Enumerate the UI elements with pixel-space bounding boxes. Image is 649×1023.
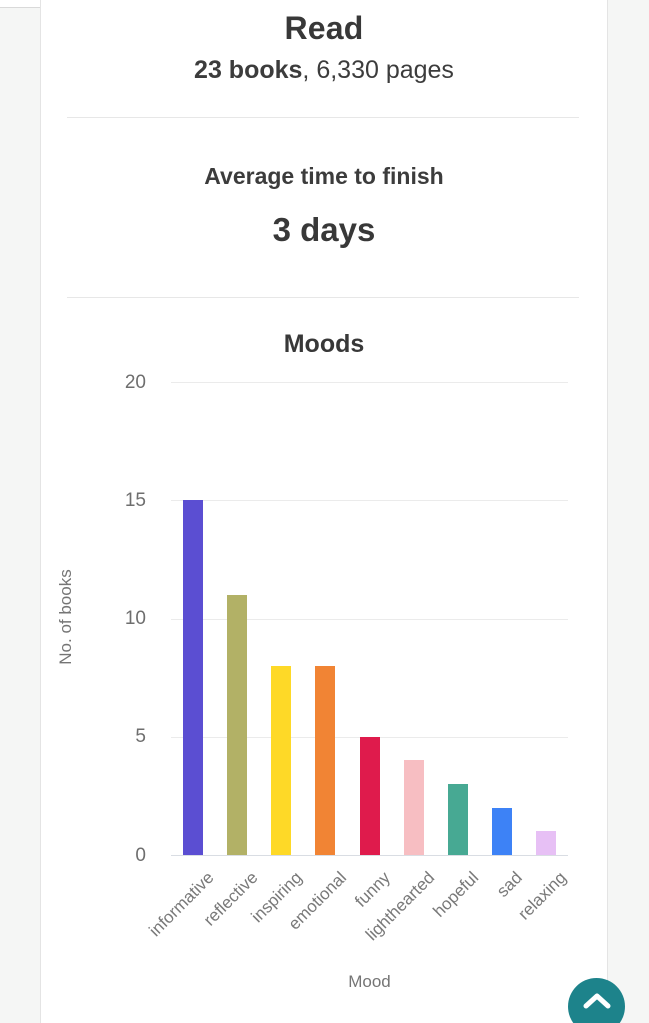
scroll-to-top-button[interactable] — [568, 978, 625, 1023]
average-time-value: 3 days — [272, 211, 376, 248]
gridline-20 — [171, 382, 568, 383]
moods-chart-title: Moods — [283, 330, 365, 358]
y-tick-label: 20 — [124, 371, 146, 393]
gridline-10 — [171, 618, 568, 620]
bar-inspiring[interactable] — [271, 665, 292, 855]
moods-chart: No. of books 0 5 10 15 20 informative reflecti… — [41, 362, 609, 1022]
y-tick-label: 15 — [124, 489, 146, 511]
y-tick-label: 0 — [135, 844, 146, 866]
books-pages-summary: 23 books, 6,330 pages — [41, 56, 607, 85]
section-divider — [67, 117, 579, 118]
read-stats-card: Read 23 books, 6,330 pages Average time … — [40, 0, 608, 1023]
x-axis-title: Mood — [348, 972, 391, 991]
x-tick-label-hopeful: hopeful — [429, 868, 483, 921]
bar-lighthearted[interactable] — [403, 760, 424, 855]
y-tick-label: 5 — [135, 726, 146, 748]
chevron-up-icon — [583, 993, 610, 1009]
pages-count: , 6,330 pages — [302, 56, 454, 84]
bar-reflective[interactable] — [227, 594, 248, 855]
y-tick-label: 10 — [124, 608, 146, 629]
left-gutter-cap — [0, 0, 40, 8]
section-divider — [67, 297, 579, 298]
x-tick-label-informative: informative — [145, 868, 218, 941]
average-time-label: Average time to finish — [204, 163, 444, 189]
gridline-0 — [171, 855, 568, 856]
bar-hopeful[interactable] — [447, 784, 468, 855]
bar-sad[interactable] — [491, 807, 512, 855]
y-axis-title-text: No. of books — [56, 569, 75, 665]
bar-relaxing[interactable] — [535, 831, 556, 855]
bar-funny[interactable] — [359, 736, 380, 855]
books-count: 23 books — [194, 56, 303, 84]
x-tick-label-sad: sad — [493, 868, 527, 901]
x-tick-label-relaxing: relaxing — [514, 868, 571, 924]
gridline-15 — [171, 500, 568, 502]
page-title: Read — [284, 10, 364, 46]
bar-informative[interactable] — [183, 500, 204, 855]
bar-emotional[interactable] — [315, 665, 336, 855]
